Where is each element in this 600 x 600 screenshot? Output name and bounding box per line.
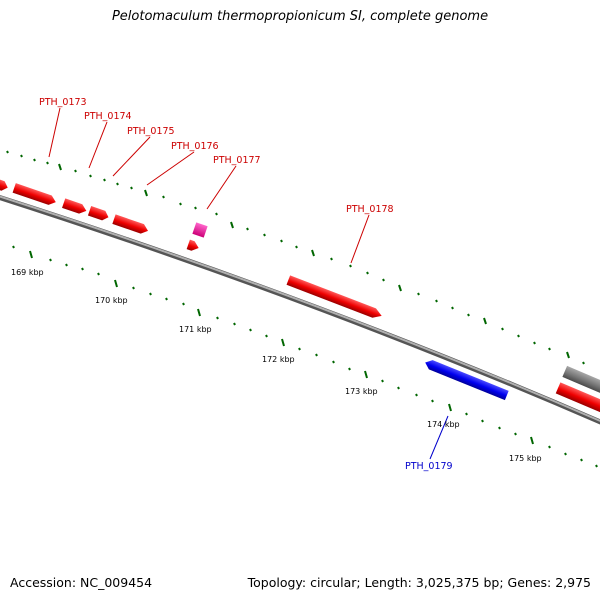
scale-label-174: 174 kbp [427,420,460,429]
scale-label-170: 170 kbp [95,296,128,305]
gene-label-pth-0179[interactable]: PTH_0179 [405,461,453,472]
gene-pth-0174[interactable] [62,198,88,215]
gene-label-pth-0176[interactable]: PTH_0176 [171,141,219,152]
upper-tick-track [6,150,585,365]
gene-pth-0175[interactable] [87,206,110,222]
gene-pth-0179[interactable] [423,358,509,401]
lower-tick-track [12,245,598,468]
label-leaders [48,107,449,460]
gene-edge-left[interactable] [0,178,9,192]
scale-label-171: 171 kbp [179,325,212,334]
gene-edge-right-red[interactable] [555,382,600,416]
gene-label-pth-0178[interactable]: PTH_0178 [346,204,394,215]
gene-label-pth-0175[interactable]: PTH_0175 [127,126,175,137]
gene-pth-0178[interactable] [286,275,384,320]
map-title: Pelotomaculum thermopropionicum SI, comp… [111,9,489,24]
genome-info-text: Topology: circular; Length: 3,025,375 bp… [247,575,591,590]
genome-backbone [0,194,600,425]
scale-labels: 169 kbp 170 kbp 171 kbp 172 kbp 173 kbp … [11,268,542,463]
gene-pth-0176[interactable] [112,214,149,235]
scale-label-173: 173 kbp [345,387,378,396]
accession-text: Accession: NC_009454 [10,575,153,590]
gene-pth-0173[interactable] [12,183,58,207]
gene-label-pth-0174[interactable]: PTH_0174 [84,111,132,122]
scale-label-172: 172 kbp [262,355,295,364]
gene-small-arrow[interactable] [186,239,201,253]
scale-label-169: 169 kbp [11,268,44,277]
gene-edge-right-grey[interactable] [562,365,600,398]
gene-labels: PTH_0173 PTH_0174 PTH_0175 PTH_0176 PTH_… [39,97,453,472]
gene-label-pth-0173[interactable]: PTH_0173 [39,97,87,108]
scale-label-175: 175 kbp [509,454,542,463]
gene-pth-0177-rna[interactable] [192,222,208,238]
gene-label-pth-0177[interactable]: PTH_0177 [213,155,261,166]
